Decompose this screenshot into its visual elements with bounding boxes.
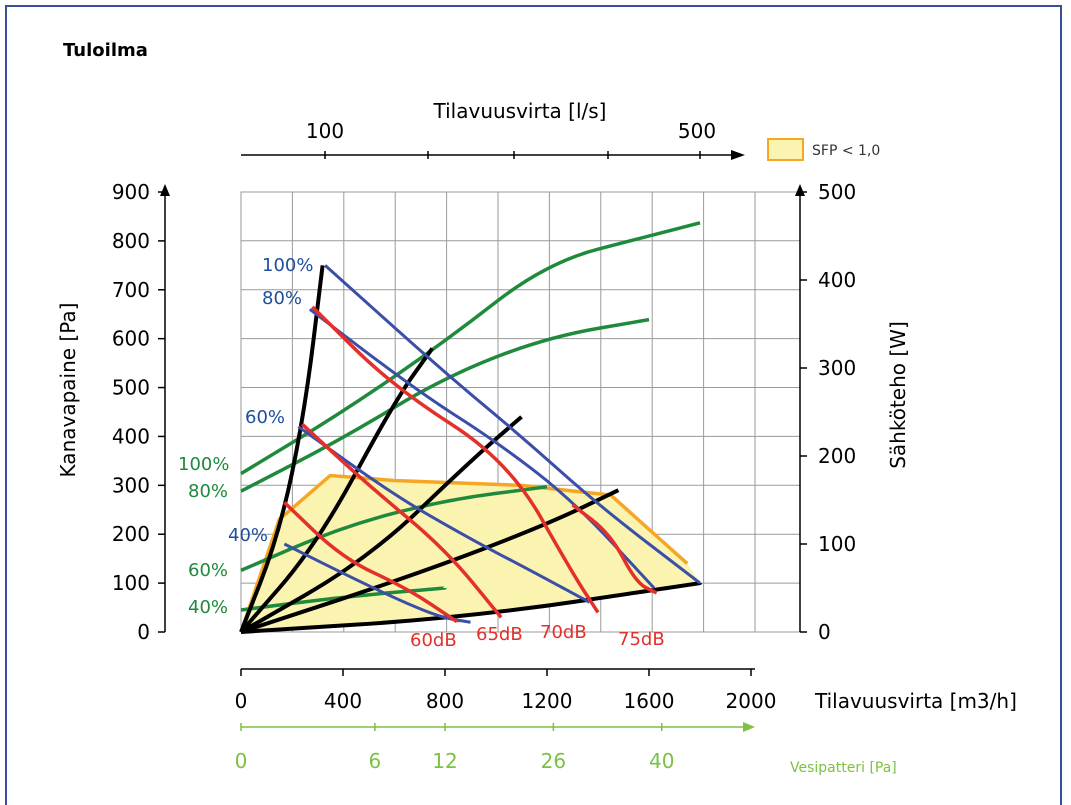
- y-right-tick-label: 200: [818, 444, 856, 468]
- y-right-axis-arrow: [795, 184, 805, 196]
- legend-label-sfp: SFP < 1,0: [812, 143, 880, 159]
- chart-title: Tuloilma: [63, 40, 148, 61]
- speed-curve-100pct: [324, 264, 701, 585]
- y-right-tick-label: 500: [818, 180, 856, 204]
- x-water-tick-label: 0: [235, 749, 248, 773]
- y-left-tick-label: 200: [112, 522, 150, 546]
- noise-curve-75dB: [571, 503, 658, 595]
- power-curve-60pct: [240, 485, 548, 573]
- y-left-tick-label: 400: [112, 424, 150, 448]
- x-water-tick-label: 12: [432, 749, 457, 773]
- x-bottom-tick-label: 400: [324, 689, 362, 713]
- noise-curve-65dB: [301, 422, 503, 619]
- x-water-label: Vesipatteri [Pa]: [790, 760, 897, 776]
- x-bottom-tick-label: 2000: [726, 689, 777, 713]
- y-right-tick-label: 400: [818, 268, 856, 292]
- speed-label: 100%: [262, 255, 313, 276]
- y-left-tick-label: 700: [112, 278, 150, 302]
- y-left-tick-label: 900: [112, 180, 150, 204]
- x-water-tick-label: 6: [369, 749, 382, 773]
- noise-curve-60dB: [283, 501, 459, 624]
- x-bottom-label: Tilavuusvirta [m3/h]: [814, 689, 1017, 713]
- x-water-axis-arrow: [743, 722, 755, 732]
- y-right-tick-label: 100: [818, 532, 856, 556]
- x-top-axis-arrow: [731, 150, 745, 160]
- speed-curve-40pct: [283, 542, 471, 624]
- x-bottom-tick-label: 0: [235, 689, 248, 713]
- y-left-tick-label: 500: [112, 376, 150, 400]
- noise-label: 65dB: [476, 624, 523, 645]
- chart-frame: [5, 5, 1062, 805]
- chart-axes: 0100200300400500600700800900010020030040…: [112, 119, 856, 773]
- x-water-tick-label: 40: [649, 749, 674, 773]
- y-left-tick-label: 600: [112, 327, 150, 351]
- speed-curve-60pct: [297, 425, 592, 605]
- y-left-tick-label: 800: [112, 229, 150, 253]
- noise-label: 70dB: [540, 622, 587, 643]
- y-left-axis-arrow: [160, 184, 170, 196]
- chart-curves: [239, 221, 701, 634]
- power-label: 40%: [188, 597, 228, 618]
- system-curve-5: [240, 581, 701, 634]
- noise-curve-70dB: [311, 305, 600, 614]
- system-curve-4: [240, 488, 620, 634]
- y-right-tick-label: 0: [818, 620, 831, 644]
- x-water-tick-label: 26: [541, 749, 566, 773]
- y-right-tick-label: 300: [818, 356, 856, 380]
- x-bottom-tick-label: 1600: [624, 689, 675, 713]
- y-left-tick-label: 100: [112, 571, 150, 595]
- x-top-tick-label: 100: [306, 119, 344, 143]
- legend-swatch-sfp: [767, 138, 804, 161]
- x-top-label: Tilavuusvirta [l/s]: [433, 99, 607, 123]
- noise-label: 75dB: [618, 629, 665, 650]
- power-label: 100%: [178, 454, 229, 475]
- speed-label: 80%: [262, 288, 302, 309]
- y-left-label: Kanavapaine [Pa]: [56, 303, 80, 478]
- x-bottom-tick-label: 800: [426, 689, 464, 713]
- x-top-tick-label: 500: [678, 119, 716, 143]
- curve-labels: 100%80%60%40%100%80%60%40%60dB 65dB 70dB 75…: [178, 255, 665, 651]
- y-left-tick-label: 300: [112, 473, 150, 497]
- y-left-tick-label: 0: [137, 620, 150, 644]
- power-label: 80%: [188, 481, 228, 502]
- x-bottom-tick-label: 1200: [522, 689, 573, 713]
- speed-label: 60%: [245, 407, 285, 428]
- noise-label: 60dB: [410, 630, 457, 651]
- speed-label: 40%: [228, 525, 268, 546]
- y-right-label: Sähköteho [W]: [886, 321, 910, 469]
- power-label: 60%: [188, 560, 228, 581]
